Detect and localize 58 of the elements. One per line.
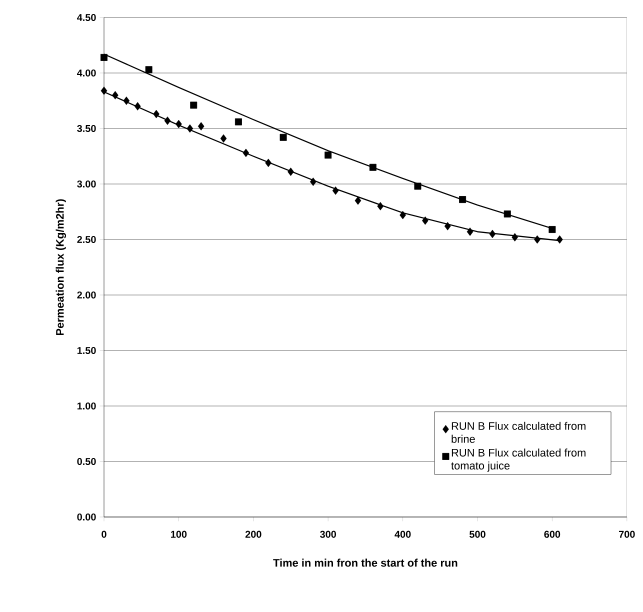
- y-tick-label: 1.00: [77, 402, 96, 410]
- x-tick-label: 700: [619, 530, 635, 538]
- y-tick-label: 2.50: [77, 236, 96, 244]
- point: [377, 202, 384, 210]
- x-axis-title: Time in min fron the start of the run: [273, 558, 458, 567]
- point: [242, 148, 250, 158]
- point: [145, 66, 152, 74]
- y-axis-title: Permeation flux (Kg/m2hr): [56, 199, 66, 336]
- point: [512, 233, 518, 242]
- y-tick-label: 0.50: [77, 458, 96, 466]
- point: [489, 230, 496, 238]
- y-tick-label: 2.00: [77, 291, 96, 299]
- x-tick-label: 500: [470, 530, 486, 538]
- point: [369, 164, 376, 171]
- point: [186, 124, 194, 133]
- point: [100, 54, 108, 61]
- point: [332, 186, 339, 195]
- point: [198, 122, 204, 130]
- point: [466, 228, 474, 236]
- point: [324, 152, 332, 159]
- legend-label: RUN B Flux calculated from brine: [452, 422, 586, 443]
- x-tick-label: 200: [245, 530, 262, 538]
- y-tick-label: 3.50: [77, 124, 96, 132]
- point: [100, 86, 108, 95]
- point: [164, 116, 171, 125]
- point: [265, 158, 272, 168]
- y-tick-label: 1.50: [77, 346, 96, 354]
- y-tick-label: 0.00: [77, 513, 96, 521]
- point: [190, 102, 198, 109]
- x-tick-label: 300: [320, 530, 336, 538]
- point: [123, 96, 130, 105]
- point: [548, 226, 556, 233]
- point: [354, 196, 362, 205]
- point: [534, 235, 540, 244]
- x-tick-label: 600: [544, 530, 560, 538]
- point: [176, 120, 182, 128]
- y-tick-label: 4.50: [76, 14, 96, 22]
- point: [288, 168, 294, 176]
- point: [444, 222, 451, 230]
- x-tick-label: 0: [102, 530, 106, 538]
- legend-label: RUN B Flux calculated from tomato juice: [451, 448, 586, 472]
- y-tick-label: 4.00: [76, 69, 96, 77]
- point: [459, 196, 466, 204]
- point: [504, 210, 511, 218]
- point: [234, 118, 242, 126]
- point: [153, 110, 160, 118]
- point: [414, 182, 422, 190]
- y-tick-label: 3.00: [77, 180, 96, 188]
- point: [310, 178, 316, 186]
- point: [220, 134, 227, 143]
- point: [134, 102, 141, 110]
- point: [400, 210, 406, 220]
- x-tick-label: 400: [394, 530, 411, 538]
- point: [112, 91, 118, 100]
- x-tick-label: 100: [171, 530, 187, 538]
- point: [556, 235, 563, 244]
- point: [280, 134, 287, 141]
- point: [422, 216, 428, 225]
